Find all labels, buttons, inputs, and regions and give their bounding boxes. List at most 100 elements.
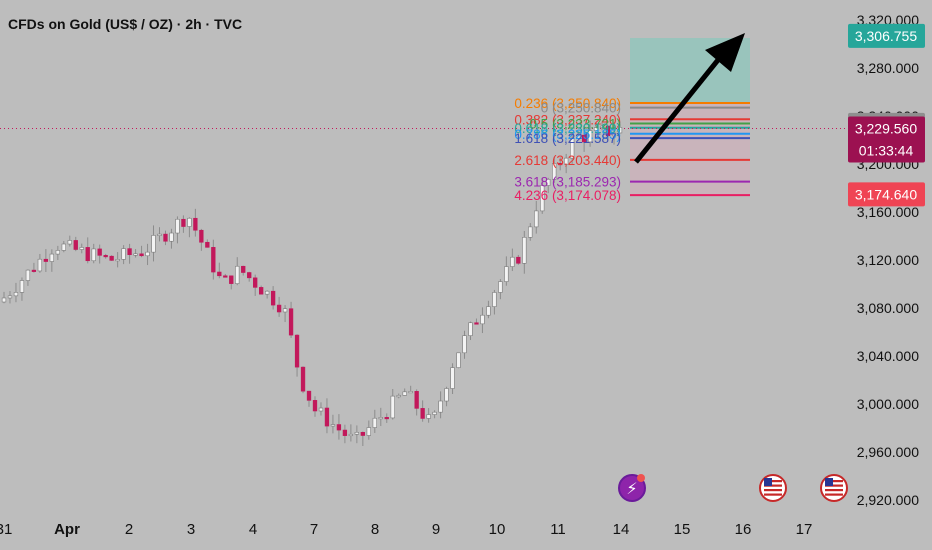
candle-bear[interactable] [324,407,330,427]
candle-bear[interactable] [127,248,132,255]
candle-bear[interactable] [103,255,108,258]
candle-bear[interactable] [211,247,216,273]
candle-bull[interactable] [264,290,270,295]
candle-bull[interactable] [282,308,288,313]
us-flag-event-icon-1[interactable] [759,474,787,502]
candle-bull[interactable] [187,217,192,227]
candle-bear[interactable] [193,217,198,231]
candle-bear[interactable] [288,308,294,336]
candle-bull[interactable] [348,433,354,437]
events[interactable]: ⚡ [618,474,848,502]
candle-bull[interactable] [480,314,485,325]
candle-bear[interactable] [253,277,258,288]
candle-bear[interactable] [247,272,252,279]
candle-bull[interactable] [408,391,413,394]
candle-bull[interactable] [7,295,13,299]
candle-bull[interactable] [468,322,473,336]
candle-bull[interactable] [61,243,66,251]
candle-bull[interactable] [593,127,599,131]
candle-bear[interactable] [474,322,479,325]
candle-bull[interactable] [486,306,491,316]
candle-bull[interactable] [175,218,180,234]
candle-bear[interactable] [97,248,102,256]
candle-bull[interactable] [151,235,156,253]
candle-bull[interactable] [49,253,54,262]
us-flag-event-icon-2[interactable] [820,474,848,502]
candle-bear[interactable] [229,275,234,284]
candle-bull[interactable] [67,240,72,245]
candle-bear[interactable] [294,334,300,368]
candle-bull[interactable] [552,163,557,180]
candle-bear[interactable] [85,247,90,262]
candle-bull[interactable] [13,292,19,297]
candle-bull[interactable] [55,250,60,255]
candle-bear[interactable] [605,125,611,137]
candle-bear[interactable] [217,271,222,277]
candle-bull[interactable] [599,125,605,128]
candle-bull[interactable] [25,269,31,281]
candle-bull[interactable] [510,256,515,267]
candle-bull[interactable] [492,292,497,307]
candle-bull[interactable] [354,431,360,435]
candle-bull[interactable] [611,132,617,137]
candle-bull[interactable] [318,407,324,412]
candle-bull[interactable] [504,266,509,282]
candle-bear[interactable] [420,408,425,419]
candle-bull[interactable] [540,185,545,212]
candle-bull[interactable] [426,414,431,419]
candle-bull[interactable] [157,233,162,236]
candle-bear[interactable] [384,417,389,420]
candle-bull[interactable] [462,335,467,354]
candle-bull[interactable] [438,400,443,413]
candle-bear[interactable] [336,424,342,431]
candle-bull[interactable] [115,259,120,262]
price-axis[interactable]: 3,320.0003,280.0003,240.0003,200.0003,16… [857,12,919,508]
candle-bull[interactable] [546,178,551,186]
candle-bull[interactable] [372,417,377,428]
candle-bear[interactable] [259,287,264,295]
candle-bull[interactable] [169,232,174,242]
candle-bull[interactable] [564,157,569,165]
candle-bear[interactable] [31,269,37,272]
candle-bear[interactable] [270,290,276,306]
candle-bull[interactable] [587,130,593,143]
candle-bear[interactable] [73,240,78,250]
fib-levels[interactable] [630,101,750,197]
candle-bear[interactable] [43,258,49,262]
time-axis[interactable]: 31 Apr 2 3 4 7 8 9 10 11 14 15 16 17 [0,521,812,538]
candle-bull[interactable] [133,253,138,256]
candle-bull[interactable] [402,391,407,396]
candle-bear[interactable] [181,218,186,227]
candle-bear[interactable] [300,366,306,392]
candle-bear[interactable] [199,229,204,243]
candle-bull[interactable] [450,367,455,389]
candles[interactable] [1,120,623,447]
candle-bull[interactable] [235,265,240,284]
candle-bull[interactable] [121,248,126,260]
candle-bear[interactable] [516,256,521,264]
candle-bull[interactable] [444,388,449,402]
candle-bear[interactable] [558,163,563,166]
candle-bull[interactable] [145,251,150,257]
candle-bear[interactable] [205,241,210,248]
candle-bear[interactable] [241,265,246,273]
candle-bull[interactable] [390,395,395,419]
candle-bear[interactable] [306,390,312,401]
candle-bear[interactable] [312,400,318,412]
candle-bull[interactable] [396,395,401,398]
candle-bear[interactable] [581,134,587,143]
candle-bull[interactable] [456,352,461,368]
candle-bear[interactable] [163,233,168,242]
candle-bear[interactable] [109,255,114,261]
earnings-event-icon[interactable]: ⚡ [618,474,646,502]
candle-bull[interactable] [534,210,539,228]
candle-bear[interactable] [414,391,419,409]
candle-bull[interactable] [528,226,533,238]
candle-bear[interactable] [276,304,282,313]
candle-bull[interactable] [37,258,43,272]
candle-bear[interactable] [223,275,228,278]
candle-bull[interactable] [522,237,527,264]
candle-bull[interactable] [330,424,336,427]
candle-bull[interactable] [366,427,371,436]
